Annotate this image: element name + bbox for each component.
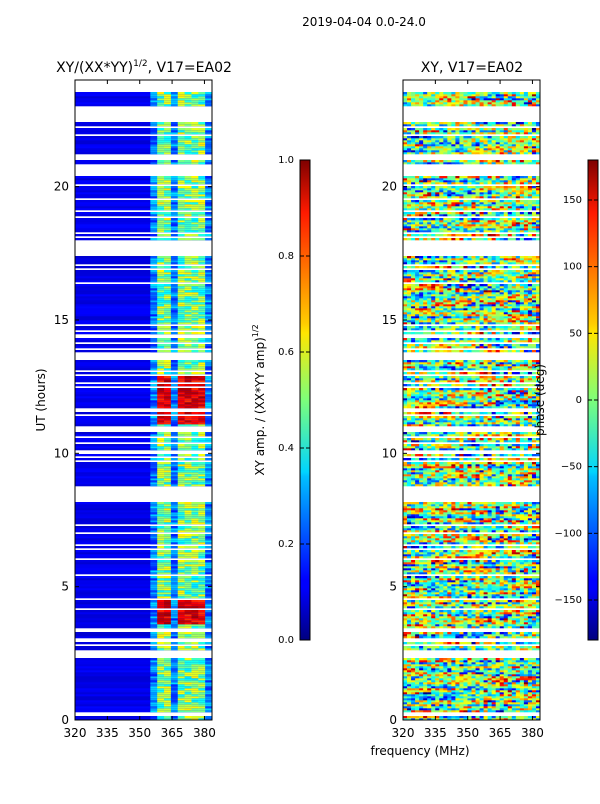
colorbar-tick-label: 0.8 [278,251,294,262]
x-tick-label: 335 [96,726,119,740]
y-tick-label: 0 [389,713,397,727]
colorbar-tick-label: 1.0 [278,155,294,166]
colorbar-tick-label: 50 [569,328,582,339]
y-tick-label: 15 [382,313,397,327]
left-title-sup: 1/2 [133,59,147,69]
y-tick-label: 0 [61,713,69,727]
colorbar-tick-label: 0.6 [278,347,294,358]
y-tick-label: 15 [54,313,69,327]
x-tick-label: 335 [424,726,447,740]
left-colorbar-label: XY amp. / (XX*YY amp)1/2 [251,324,267,475]
left-colorbar-label-sup: 1/2 [251,324,260,337]
x-tick-label: 320 [64,726,87,740]
x-tick-label: 350 [128,726,151,740]
right-panel-title: XY, V17=EA02 [421,60,523,76]
x-tick-label: 350 [456,726,479,740]
colorbar-tick-label: −150 [555,595,582,606]
x-tick-label: 320 [392,726,415,740]
colorbar-tick-label: 0.0 [278,635,294,646]
left-ylabel: UT (hours) [34,368,48,431]
y-tick-label: 20 [54,180,69,194]
colorbar-tick-label: −50 [561,462,582,473]
left-colorbar-label-main: XY amp. / (XX*YY amp) [253,337,267,475]
left-heatmap-cells [75,92,212,720]
colorbar-tick-label: 0.2 [278,539,294,550]
left-title-main: XY/(XX*YY) [56,60,133,76]
colorbar-tick-label: 0 [576,395,582,406]
y-tick-label: 10 [382,446,397,460]
left-title-suffix: , V17=EA02 [148,60,232,76]
y-tick-label: 20 [382,180,397,194]
colorbar-tick-label: 0.4 [278,443,294,454]
left-panel-title: XY/(XX*YY)1/2, V17=EA02 [56,59,232,76]
figure-suptitle: 2019-04-04 0.0-24.0 [302,15,426,29]
colorbar-tick-label: 150 [563,195,582,206]
figure-xlabel: frequency (MHz) [370,744,469,758]
x-tick-label: 365 [489,726,512,740]
right-heatmap-cells [403,92,540,720]
x-tick-label: 380 [521,726,544,740]
right-colorbar-label: phase (deg) [533,364,547,436]
left-heatmap [75,92,212,720]
colorbar-tick-label: −100 [555,528,582,539]
y-tick-label: 5 [389,580,397,594]
y-tick-label: 10 [54,446,69,460]
x-tick-label: 380 [193,726,216,740]
left-colorbar [300,160,310,640]
colorbar-tick-label: 100 [563,262,582,273]
right-heatmap [403,92,540,720]
y-tick-label: 5 [61,580,69,594]
x-tick-label: 365 [161,726,184,740]
